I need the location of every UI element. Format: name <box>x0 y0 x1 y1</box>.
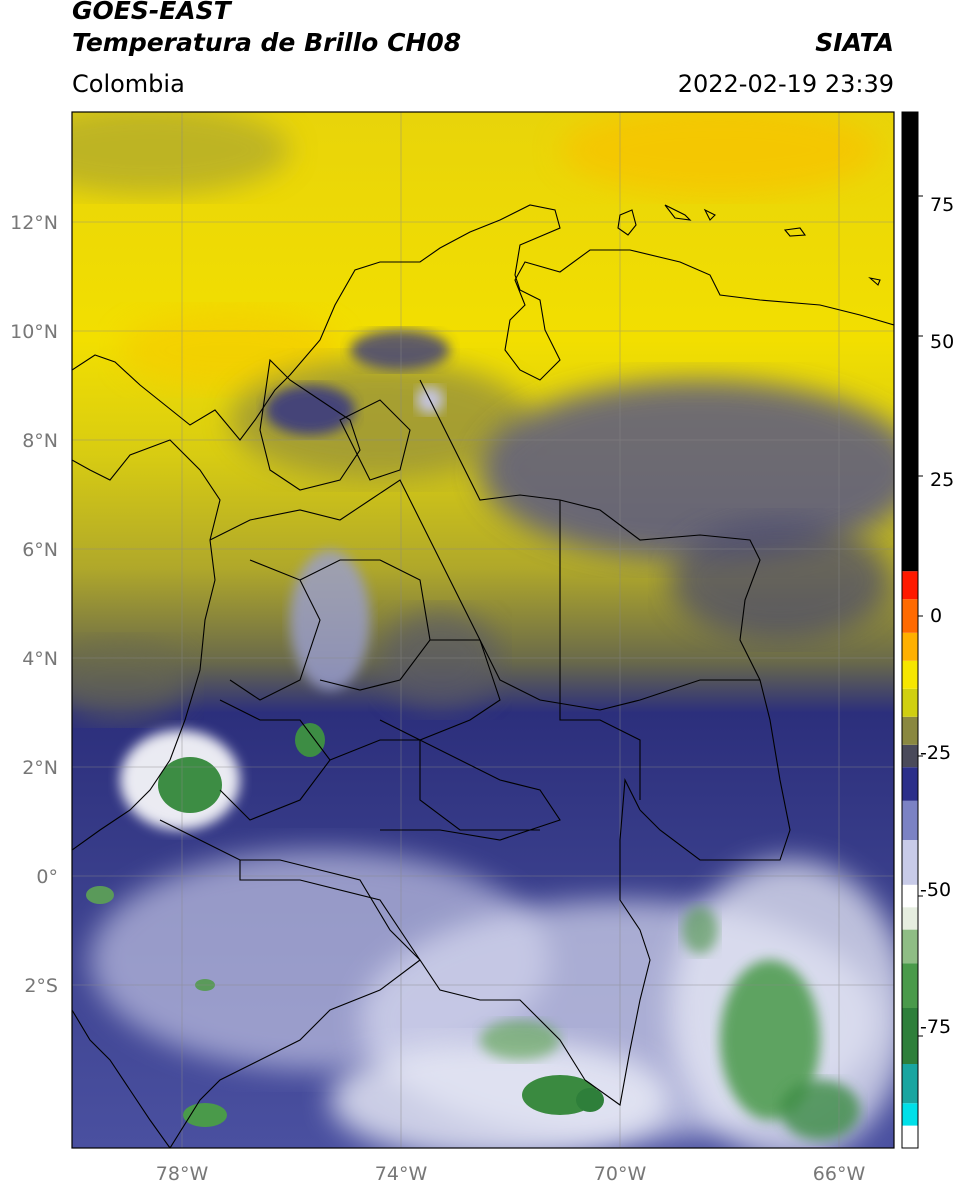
cold-cloud-top <box>158 757 222 813</box>
small-islands <box>617 204 881 286</box>
colorbar-segment <box>902 632 918 661</box>
lat-label: 2°S <box>24 975 58 997</box>
lon-label: 78°W <box>156 1163 209 1185</box>
colorbar <box>901 111 923 1149</box>
colorbar-segment <box>902 907 918 930</box>
colorbar-segment <box>902 1125 918 1148</box>
lon-label: 74°W <box>375 1163 428 1185</box>
lat-label: 8°N <box>22 430 58 452</box>
longitude-labels: 78°W 74°W 70°W 66°W <box>156 1163 866 1185</box>
colorbar-segment <box>902 767 918 801</box>
colorbar-segment <box>902 840 918 885</box>
colorbar-tick-label: -50 <box>920 879 951 901</box>
colorbar-segment <box>902 688 918 717</box>
colorbar-tick-label: 25 <box>930 469 954 491</box>
colorbar-segment <box>902 1103 918 1126</box>
colorbar-segment <box>902 963 918 1008</box>
colorbar-segment <box>902 929 918 964</box>
colombia-brazil-border <box>584 777 651 1106</box>
latitude-labels: 12°N 10°N 8°N 6°N 4°N 2°N 0° 2°S <box>10 212 58 997</box>
colorbar-segment <box>902 599 918 633</box>
lon-label: 70°W <box>594 1163 647 1185</box>
timestamp-label: 2022-02-19 23:39 <box>677 70 894 98</box>
colombia-venezuela-border <box>419 379 791 861</box>
colorbar-segment <box>902 1064 918 1104</box>
colorbar-segment <box>902 660 918 689</box>
lat-label: 6°N <box>22 539 58 561</box>
colorbar-segment <box>902 112 918 572</box>
colorbar-tick-label: -25 <box>920 742 951 764</box>
colorbar-segment <box>902 1008 918 1064</box>
lat-label: 0° <box>36 866 58 888</box>
product-title: Temperatura de Brillo CH08 <box>72 28 462 57</box>
colorbar-tick-label: 50 <box>930 331 954 353</box>
pacific-coast <box>72 439 221 851</box>
lat-label: 4°N <box>22 648 58 670</box>
colorbar-tick-label: 0 <box>930 605 942 627</box>
lon-label: 66°W <box>813 1163 866 1185</box>
peru-ecuador-border <box>169 959 421 1148</box>
colorbar-segment <box>902 800 918 840</box>
lat-label: 10°N <box>10 321 58 343</box>
lat-label: 12°N <box>10 212 58 234</box>
lat-label: 2°N <box>22 757 58 779</box>
colorbar-frame <box>901 111 919 1149</box>
satellite-image <box>72 112 894 1148</box>
colorbar-segment <box>902 884 918 908</box>
ecuador-peru-coast <box>72 1009 171 1148</box>
graticule <box>72 112 894 1148</box>
organization-label: SIATA <box>815 28 894 57</box>
colorbar-tick-label: -75 <box>920 1016 951 1038</box>
coastlines-borders <box>72 204 894 1148</box>
interior-departments <box>209 479 760 711</box>
map-frame <box>71 111 895 1149</box>
satellite-title: GOES-EAST <box>72 0 231 25</box>
region-label: Colombia <box>72 70 185 98</box>
colorbar-segment <box>902 744 918 768</box>
colorbar-labels: 75 50 25 0 -25 -50 -75 <box>920 194 954 1038</box>
caribbean-coast <box>72 204 894 441</box>
colorbar-segment <box>902 571 918 600</box>
colorbar-tick-label: 75 <box>930 194 954 216</box>
colorbar-segment <box>902 716 918 745</box>
